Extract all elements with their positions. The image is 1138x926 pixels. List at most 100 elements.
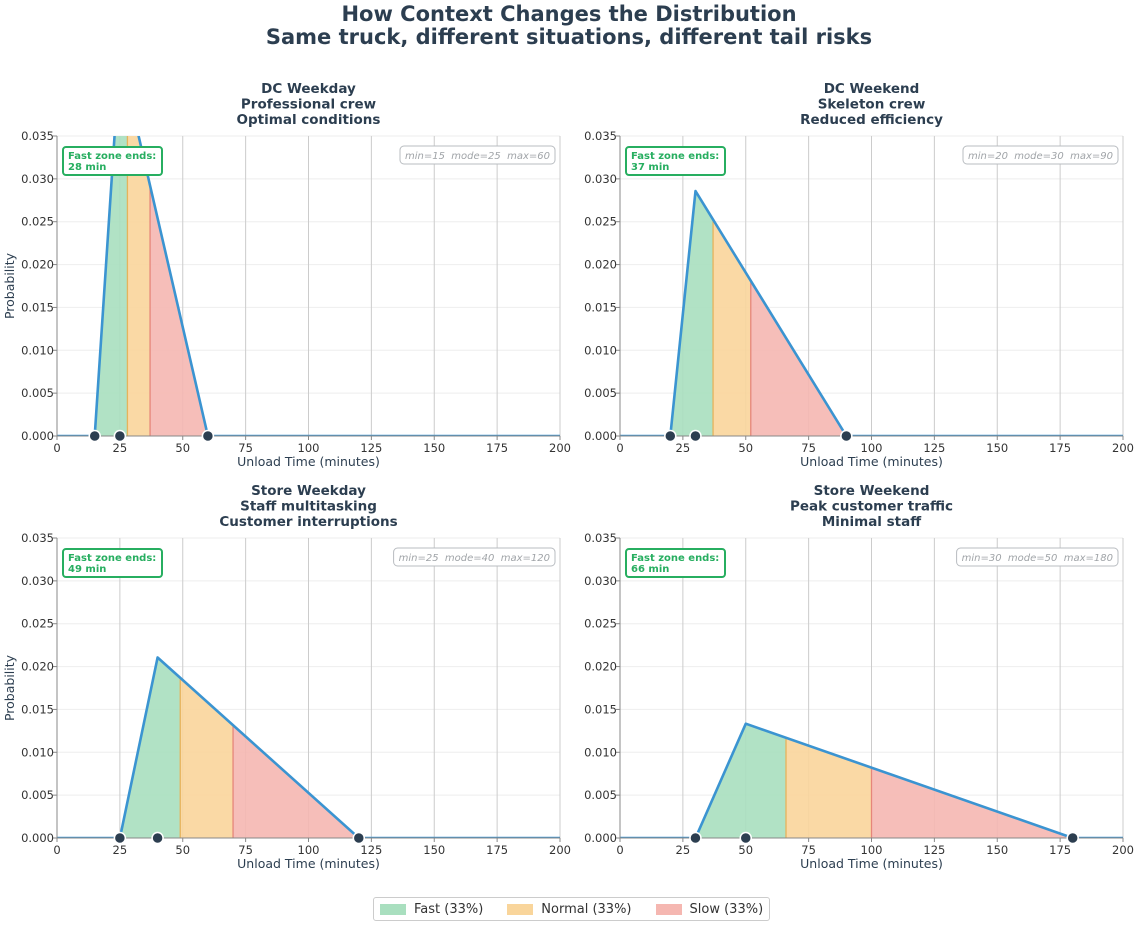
fast-zone-label: Fast zone ends: xyxy=(68,553,156,564)
x-tick-label: 50 xyxy=(175,441,190,455)
x-axis-label: Unload Time (minutes) xyxy=(237,454,380,469)
x-tick-label: 0 xyxy=(616,441,623,455)
y-tick-label: 0.035 xyxy=(584,531,617,545)
legend-item-slow: Slow (33%) xyxy=(655,902,763,917)
param-text: min=25 mode=40 max=120 xyxy=(399,553,550,564)
y-tick-label: 0.030 xyxy=(584,172,617,186)
x-tick-label: 200 xyxy=(549,441,571,455)
subplot-title-line: Store Weekday xyxy=(251,483,366,499)
fast-zone-value: 66 min xyxy=(631,564,669,575)
x-tick-label: 50 xyxy=(738,441,753,455)
fast-zone-label: Fast zone ends: xyxy=(631,151,719,162)
param-text: min=30 mode=50 max=180 xyxy=(962,553,1113,564)
x-tick-label: 150 xyxy=(423,441,445,455)
y-tick-label: 0.005 xyxy=(21,386,54,400)
x-tick-label: 100 xyxy=(861,843,883,857)
x-tick-label: 50 xyxy=(175,843,190,857)
marker-point xyxy=(840,429,853,443)
fast-zone-annotation: Fast zone ends:66 min xyxy=(625,548,726,578)
figure-title-line2: Same truck, different situations, differ… xyxy=(265,25,873,49)
subplot-title-line: Staff multitasking xyxy=(240,499,377,515)
legend-item-normal: Normal (33%) xyxy=(507,901,632,917)
legend: Fast (33%) Normal (33%) Slow (33%) xyxy=(373,897,771,921)
x-tick-label: 50 xyxy=(738,843,753,857)
y-tick-label: 0.015 xyxy=(584,702,617,716)
marker-point xyxy=(689,831,702,845)
fast-zone-value: 49 min xyxy=(68,564,106,575)
normal-region xyxy=(180,677,233,838)
y-tick-label: 0.020 xyxy=(584,660,617,674)
subplot-title-line: Skeleton crew xyxy=(818,97,926,113)
legend-label-normal: Normal (33%) xyxy=(541,901,632,917)
subplot-title-line: Store Weekend xyxy=(814,483,930,499)
x-tick-label: 200 xyxy=(1112,843,1134,857)
param-box xyxy=(956,547,1119,567)
y-tick-label: 0.020 xyxy=(584,258,617,272)
x-tick-label: 100 xyxy=(298,441,320,455)
y-tick-label: 0.025 xyxy=(584,617,617,631)
subplot-title-line: Customer interruptions xyxy=(219,514,397,530)
x-tick-label: 125 xyxy=(923,843,945,857)
y-tick-label: 0.020 xyxy=(21,258,54,272)
y-tick-label: 0.010 xyxy=(584,745,617,759)
pdf-line xyxy=(57,656,560,838)
x-tick-label: 150 xyxy=(423,843,445,857)
normal-region xyxy=(127,136,151,436)
y-tick-label: 0.015 xyxy=(21,300,54,314)
fast-zone-annotation: Fast zone ends:28 min xyxy=(62,146,163,176)
x-tick-label: 25 xyxy=(676,441,691,455)
fast-zone-box xyxy=(62,146,163,176)
y-tick-label: 0.035 xyxy=(21,129,54,143)
subplot-title-line: Optimal conditions xyxy=(237,112,381,128)
y-tick-label: 0.015 xyxy=(21,702,54,716)
subplot-title-line: Professional crew xyxy=(241,97,376,113)
y-tick-label: 0.000 xyxy=(21,831,54,845)
x-tick-label: 125 xyxy=(923,441,945,455)
param-annotation: min=30 mode=50 max=180 xyxy=(956,547,1119,567)
param-annotation: min=25 mode=40 max=120 xyxy=(393,547,556,567)
legend-label-fast: Fast (33%) xyxy=(414,901,484,917)
pdf-line xyxy=(620,722,1123,838)
x-tick-label: 125 xyxy=(360,441,382,455)
x-tick-label: 150 xyxy=(986,441,1008,455)
marker-point xyxy=(1066,831,1079,845)
legend-item-fast: Fast (33%) xyxy=(380,902,483,917)
y-tick-label: 0.010 xyxy=(21,745,54,759)
y-axis-label: Probability xyxy=(2,252,17,319)
param-annotation: min=15 mode=25 max=60 xyxy=(399,145,556,165)
x-tick-label: 175 xyxy=(1049,843,1071,857)
y-tick-label: 0.030 xyxy=(584,574,617,588)
subplot-title-line: Minimal staff xyxy=(822,514,922,530)
x-tick-label: 175 xyxy=(486,441,508,455)
subplot-title-line: DC Weekday xyxy=(261,81,356,97)
x-tick-label: 175 xyxy=(486,843,508,857)
fast-zone-box xyxy=(625,146,726,176)
marker-point xyxy=(739,831,752,845)
y-tick-label: 0.025 xyxy=(21,617,54,631)
y-tick-label: 0.000 xyxy=(584,831,617,845)
x-tick-label: 0 xyxy=(53,441,60,455)
marker-point xyxy=(664,429,677,443)
x-tick-label: 25 xyxy=(676,843,691,857)
fast-zone-box xyxy=(625,548,726,578)
param-annotation: min=20 mode=30 max=90 xyxy=(962,145,1119,165)
normal-region xyxy=(786,737,872,838)
fast-zone-annotation: Fast zone ends:49 min xyxy=(62,548,163,578)
y-tick-label: 0.010 xyxy=(584,343,617,357)
y-tick-label: 0.005 xyxy=(584,386,617,400)
subplot-title-line: Reduced efficiency xyxy=(800,112,943,128)
y-axis-label: Probability xyxy=(2,654,17,721)
y-tick-label: 0.035 xyxy=(584,129,617,143)
fast-zone-label: Fast zone ends: xyxy=(631,553,719,564)
x-tick-label: 200 xyxy=(549,843,571,857)
x-tick-label: 75 xyxy=(801,843,816,857)
x-tick-label: 75 xyxy=(801,441,816,455)
param-text: min=15 mode=25 max=60 xyxy=(405,151,550,162)
figure-title-line1: How Context Changes the Distribution xyxy=(341,2,797,26)
marker-point xyxy=(689,429,702,443)
marker-point xyxy=(113,831,127,845)
y-tick-label: 0.025 xyxy=(21,215,54,229)
